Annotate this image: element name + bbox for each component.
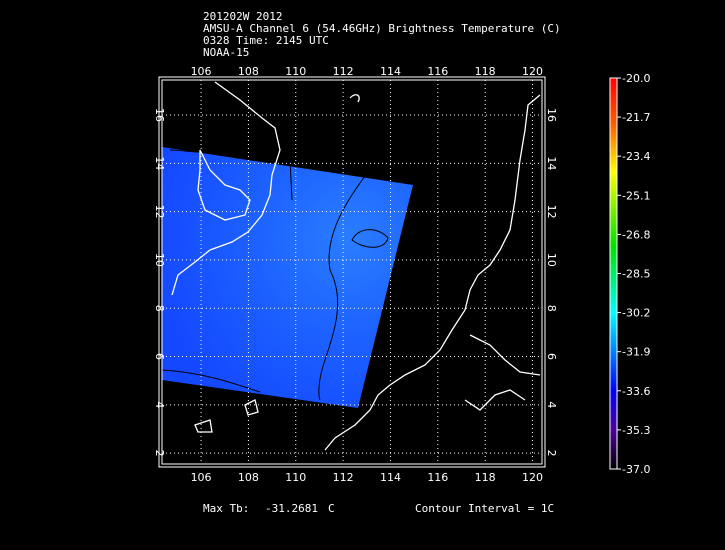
contour-line <box>169 149 201 153</box>
x-tick-label: 118 <box>475 471 496 484</box>
x-tick-label: 120 <box>522 471 543 484</box>
max-tb-value: -31.2681 <box>265 502 318 515</box>
colorbar <box>609 77 618 470</box>
colorbar-label: -26.8 <box>622 228 650 241</box>
x-tick-label: 108 <box>238 471 259 484</box>
x-tick-label: 118 <box>475 65 496 78</box>
x-tick-label: 110 <box>285 471 306 484</box>
colorbar-label: -30.2 <box>622 307 650 320</box>
contour-line <box>161 369 261 393</box>
title-line-1: 201202W 2012 <box>203 10 283 23</box>
colorbar-label: -21.7 <box>622 111 650 124</box>
y-tick-label: 10 <box>545 253 558 267</box>
max-tb-unit: C <box>328 502 335 515</box>
colorbar-label: -28.5 <box>622 268 650 281</box>
x-tick-label: 112 <box>333 65 354 78</box>
x-tick-label: 114 <box>380 65 401 78</box>
y-tick-label: 12 <box>545 205 558 219</box>
y-tick-label: 2 <box>153 450 166 457</box>
coastline <box>171 81 281 296</box>
x-tick-label: 114 <box>380 471 401 484</box>
y-tick-label: 8 <box>153 305 166 312</box>
coastline <box>324 94 541 451</box>
y-tick-label: 8 <box>545 305 558 312</box>
colorbar-label: -31.9 <box>622 346 650 359</box>
x-tick-label: 106 <box>191 65 212 78</box>
x-tick-label: 106 <box>191 471 212 484</box>
coastline <box>349 94 360 103</box>
y-tick-label: 4 <box>153 401 166 408</box>
x-tick-label: 108 <box>238 65 259 78</box>
x-tick-label: 110 <box>285 65 306 78</box>
gridlines <box>162 80 542 464</box>
contour-line <box>289 159 293 201</box>
colorbar-label: -33.6 <box>622 385 650 398</box>
plot-frame <box>161 79 543 465</box>
colorbar-label: -23.4 <box>622 150 650 163</box>
swath-field <box>162 147 413 408</box>
x-tick-label: 120 <box>522 65 543 78</box>
contour-line <box>318 175 366 401</box>
title-line-3: 0328 Time: 2145 UTC <box>203 34 329 47</box>
y-tick-label: 14 <box>545 156 558 170</box>
contour-lines <box>161 149 389 401</box>
y-tick-label: 14 <box>153 156 166 170</box>
colorbar-label: -25.1 <box>622 189 650 202</box>
coastline <box>197 149 251 221</box>
y-tick-label: 6 <box>153 353 166 360</box>
coastline <box>469 334 541 376</box>
colorbar-label: -37.0 <box>622 463 650 476</box>
x-tick-label: 112 <box>333 471 354 484</box>
y-tick-label: 2 <box>545 450 558 457</box>
max-tb-label: Max Tb: <box>203 502 250 515</box>
y-tick-label: 10 <box>153 253 166 267</box>
plot-frame-outer <box>158 76 546 468</box>
y-tick-label: 12 <box>153 205 166 219</box>
coastlines <box>171 81 541 451</box>
x-tick-label: 116 <box>427 65 448 78</box>
contour-line <box>351 229 389 248</box>
y-tick-label: 4 <box>545 401 558 408</box>
x-tick-label: 116 <box>427 471 448 484</box>
title-line-4: NOAA-15 <box>203 46 250 59</box>
y-tick-label: 16 <box>545 108 558 122</box>
title-line-2: AMSU-A Channel 6 (54.46GHz) Brightness T… <box>203 22 561 35</box>
y-tick-label: 16 <box>153 108 166 122</box>
coastline <box>464 389 526 411</box>
contour-interval: Contour Interval = 1C <box>415 502 555 515</box>
coastline <box>244 399 259 416</box>
coastline <box>194 419 213 433</box>
colorbar-label: -20.0 <box>622 72 650 85</box>
y-tick-label: 6 <box>545 353 558 360</box>
colorbar-label: -35.3 <box>622 424 650 437</box>
